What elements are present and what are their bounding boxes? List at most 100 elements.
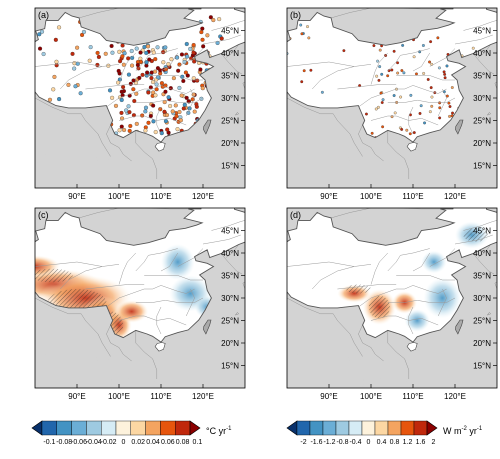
- province-border: [412, 52, 431, 72]
- station-dot: [421, 44, 425, 47]
- station-dot: [445, 94, 449, 98]
- station-dot: [66, 82, 71, 87]
- station-dot: [129, 63, 135, 68]
- station-dot: [147, 57, 152, 62]
- lon-tick-label: 110°E: [150, 392, 171, 401]
- station-dot: [168, 103, 173, 109]
- station-dot: [194, 104, 199, 109]
- cooling-region: [161, 244, 195, 280]
- station-dot: [124, 108, 129, 113]
- lat-tick-label: 15°N: [473, 162, 491, 171]
- colorbar-left: -0.1 -0.08-0.06-0.04-0.02 0 0.02 0.04 0.06 0.0…: [31, 420, 232, 446]
- station-dot: [415, 72, 418, 76]
- station-dot: [75, 61, 80, 66]
- map-panel-d: (d) 45°N 40°N 35°N 30°N 25°N 20°N 15°N 90°E 100°E…: [286, 207, 498, 401]
- station-dot: [426, 78, 430, 81]
- station-dot: [120, 43, 125, 48]
- province-border: [60, 66, 103, 90]
- taiwan: [203, 319, 212, 335]
- country-border: [331, 8, 441, 19]
- station-dot: [162, 109, 167, 114]
- station-dot: [428, 60, 431, 64]
- station-dot: [134, 121, 139, 126]
- station-dot: [41, 51, 46, 57]
- station-dot: [396, 61, 400, 65]
- province-border: [85, 284, 145, 290]
- colorbar-label: -1.6: [310, 439, 322, 446]
- station-dot: [181, 78, 186, 84]
- province-border: [387, 48, 430, 72]
- province-border: [135, 97, 204, 103]
- station-dot: [471, 46, 475, 50]
- province-border: [463, 19, 497, 31]
- province-border: [437, 288, 447, 317]
- lon-tick-label: 100°E: [360, 392, 382, 401]
- station-dot: [447, 101, 451, 105]
- station-dot: [165, 127, 170, 132]
- country-border: [225, 244, 239, 258]
- station-dot: [191, 76, 196, 81]
- colorbar-label: -0.1: [43, 439, 55, 446]
- country-border: [79, 208, 189, 219]
- province-border: [412, 252, 431, 272]
- lat-tick-label: 25°N: [473, 117, 491, 126]
- country-border: [472, 253, 495, 275]
- station-dot: [51, 87, 56, 92]
- lat-tick-label: 20°N: [473, 139, 491, 148]
- station-dot: [370, 131, 374, 135]
- station-dot: [180, 74, 185, 79]
- station-dot: [445, 64, 449, 68]
- province-border: [337, 284, 397, 290]
- province-border: [135, 48, 178, 72]
- station-dot: [47, 97, 53, 102]
- station-dot: [191, 43, 196, 48]
- country-border: [472, 53, 495, 75]
- negative-region: [421, 250, 447, 274]
- province-border: [160, 52, 179, 72]
- lat-tick-label: 30°N: [473, 94, 491, 103]
- station-dot: [130, 55, 135, 60]
- station-dot: [418, 111, 422, 115]
- station-dot: [145, 70, 150, 75]
- station-dot: [95, 62, 100, 67]
- colorbar-segment: [322, 420, 337, 436]
- colorbar-label: -1.2: [323, 439, 335, 446]
- station-dot: [376, 105, 380, 109]
- province-border: [396, 275, 455, 281]
- station-dot: [177, 109, 182, 115]
- lon-tick-label: 120°E: [444, 392, 466, 401]
- colorbar-label: 0.1: [193, 439, 203, 446]
- station-dot: [117, 49, 122, 54]
- station-dot: [116, 68, 121, 74]
- hainan: [406, 342, 418, 352]
- province-border: [118, 315, 187, 326]
- province-border: [312, 266, 355, 290]
- station-dot: [78, 91, 83, 96]
- station-dot: [429, 86, 433, 90]
- station-dot: [191, 50, 196, 55]
- lon-tick-label: 120°E: [444, 192, 466, 201]
- station-dot: [181, 106, 186, 111]
- station-dot: [119, 124, 124, 129]
- station-dot: [127, 110, 132, 115]
- lon-tick-label: 100°E: [108, 192, 130, 201]
- lat-tick-label: 25°N: [473, 317, 491, 326]
- station-dot: [381, 98, 385, 102]
- station-dot: [188, 46, 193, 51]
- province-border: [404, 285, 447, 294]
- station-dot: [110, 95, 115, 100]
- station-dot: [56, 25, 62, 30]
- station-dot: [200, 26, 205, 31]
- station-dot: [405, 128, 409, 132]
- station-dot: [183, 70, 188, 75]
- province-border: [370, 52, 388, 85]
- colorbar-label: 0: [121, 439, 125, 446]
- station-dot: [412, 55, 416, 59]
- station-dot: [200, 86, 205, 91]
- station-dot: [122, 51, 127, 56]
- province-border: [118, 52, 136, 85]
- china-border: [35, 8, 245, 143]
- station-dot: [150, 80, 156, 85]
- lon-tick-label: 90°E: [68, 392, 85, 401]
